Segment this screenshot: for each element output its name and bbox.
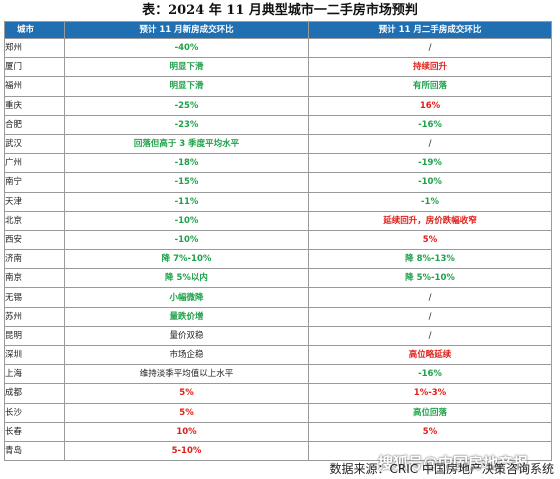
city-cell: 福州 (4, 76, 65, 97)
new-home-cell: 5% (64, 402, 309, 423)
table-row: 苏州 量跌价增 / (4, 306, 552, 327)
city-cell: 济南 (4, 249, 65, 270)
table-row: 南京降 5%以内降 5%-10% (4, 268, 552, 289)
table-body: 郑州 -40% / 厦门 明显下滑 持续回升 福州 明显下滑 有所回落 重庆 -25% 16% 合肥 -2… (4, 37, 552, 462)
second-hand-cell: -16% (308, 364, 552, 385)
second-hand-cell: 1%-3% (308, 383, 552, 404)
city-cell: 上海 (4, 364, 65, 385)
table-row: 北京 -10% 延续回升，房价跌幅收窄 (4, 210, 552, 231)
watermark: 搜狐号@中国房地产报 (378, 454, 529, 472)
new-home-cell: 量价双稳 (64, 325, 309, 347)
city-cell: 北京 (4, 210, 65, 231)
second-hand-cell: -10% (308, 172, 552, 193)
city-cell: 深圳 (4, 344, 65, 366)
new-home-cell: 10% (64, 421, 309, 442)
table-row: 济南降 7%-10% 降 8%-13% (4, 249, 552, 270)
table-row: 长沙 5% 高位回落 (4, 402, 552, 423)
second-hand-cell: / (308, 325, 552, 347)
header-new-home: 预计 11 月新房成交环比 (64, 21, 309, 39)
second-hand-cell: -16% (308, 114, 552, 135)
second-hand-cell: / (308, 287, 552, 308)
city-cell: 厦门 (4, 57, 65, 78)
header-city: 城市 (4, 21, 65, 39)
second-hand-cell: 延续回升，房价跌幅收窄 (308, 210, 552, 231)
table-row: 长春 10% 5% (4, 421, 552, 442)
table-title: 表：2024 年 11 月典型城市一二手房市场预判 (142, 3, 418, 18)
city-cell: 西安 (4, 229, 65, 251)
new-home-cell: 明显下滑 (64, 76, 309, 97)
new-home-cell: 量跌价增 (64, 306, 309, 327)
table-row: 广州 -18% -19% (4, 153, 552, 174)
new-home-cell: -15% (64, 172, 309, 193)
table-row: 天津 -11% -1% (4, 191, 552, 212)
new-home-cell: 5% (64, 383, 309, 404)
city-cell: 青岛 (4, 440, 65, 462)
new-home-cell: -23% (64, 114, 309, 135)
table-row: 重庆 -25% 16% (4, 95, 552, 116)
new-home-cell: -18% (64, 153, 309, 174)
second-hand-cell: 降 5%-10% (308, 268, 552, 289)
source-note: 数据来源：CRIC 中国房地产决策咨询系统 (329, 462, 554, 476)
city-cell: 昆明 (4, 325, 65, 347)
table-row: 上海 维持淡季平均值以上水平 -16% (4, 364, 552, 385)
new-home-cell: 降 5%以内 (64, 268, 309, 289)
city-cell: 重庆 (4, 95, 65, 116)
second-hand-cell: / (308, 133, 552, 155)
table-row: 合肥 -23% -16% (4, 114, 552, 135)
second-hand-cell: 降 8%-13% (308, 249, 552, 270)
second-hand-cell: / (308, 37, 552, 59)
table-row: 南宁 -15% -10% (4, 172, 552, 193)
table-row: 昆明 量价双稳 / (4, 325, 552, 347)
header-row: 城市 预计 11 月新房成交环比 预计 11 月二手房成交环比 (4, 21, 552, 39)
second-hand-cell: -1% (308, 191, 552, 212)
city-cell: 武汉 (4, 133, 65, 155)
second-hand-cell: / (308, 306, 552, 327)
table-row: 厦门 明显下滑 持续回升 (4, 57, 552, 78)
new-home-cell: 市场企稳 (64, 344, 309, 366)
second-hand-cell (308, 440, 552, 462)
header-second-hand: 预计 11 月二手房成交环比 (308, 21, 552, 39)
new-home-cell: 明显下滑 (64, 57, 309, 78)
second-hand-cell: 高位略延续 (308, 344, 552, 366)
second-hand-cell: 5% (308, 421, 552, 442)
city-cell: 南京 (4, 268, 65, 289)
new-home-cell: 降 7%-10% (64, 249, 309, 270)
new-home-cell: 维持淡季平均值以上水平 (64, 364, 309, 385)
table-row: 无锡 小幅微降 / (4, 287, 552, 308)
new-home-cell: -40% (64, 37, 309, 59)
table-row: 深圳 市场企稳 高位略延续 (4, 344, 552, 366)
second-hand-cell: 持续回升 (308, 57, 552, 78)
table-row: 成都 5% 1%-3% (4, 383, 552, 404)
second-hand-cell: 16% (308, 95, 552, 116)
new-home-cell: 小幅微降 (64, 287, 309, 308)
table-row: 福州 明显下滑 有所回落 (4, 76, 552, 97)
city-cell: 天津 (4, 191, 65, 212)
city-cell: 无锡 (4, 287, 65, 308)
second-hand-cell: 高位回落 (308, 402, 552, 423)
new-home-cell: -10% (64, 229, 309, 251)
new-home-cell: -25% (64, 95, 309, 116)
city-cell: 广州 (4, 153, 65, 174)
table-row: 武汉 回落但高于 3 季度平均水平 / (4, 133, 552, 155)
city-cell: 南宁 (4, 172, 65, 193)
second-hand-cell: -19% (308, 153, 552, 174)
new-home-cell: 回落但高于 3 季度平均水平 (64, 133, 309, 155)
city-cell: 郑州 (4, 37, 65, 59)
city-cell: 长春 (4, 421, 65, 442)
second-hand-cell: 有所回落 (308, 76, 552, 97)
table-row: 郑州 -40% / (4, 37, 552, 59)
new-home-cell: -11% (64, 191, 309, 212)
forecast-table: 城市 预计 11 月新房成交环比 预计 11 月二手房成交环比 郑州 -40% / 厦… (4, 21, 552, 462)
new-home-cell: -10% (64, 210, 309, 231)
table-row: 西安 -10% 5% (4, 229, 552, 251)
table-row: 青岛 5-10% (4, 440, 552, 462)
new-home-cell: 5-10% (64, 440, 309, 462)
city-cell: 苏州 (4, 306, 65, 327)
city-cell: 合肥 (4, 114, 65, 135)
second-hand-cell: 5% (308, 229, 552, 251)
city-cell: 成都 (4, 383, 65, 404)
city-cell: 长沙 (4, 402, 65, 423)
